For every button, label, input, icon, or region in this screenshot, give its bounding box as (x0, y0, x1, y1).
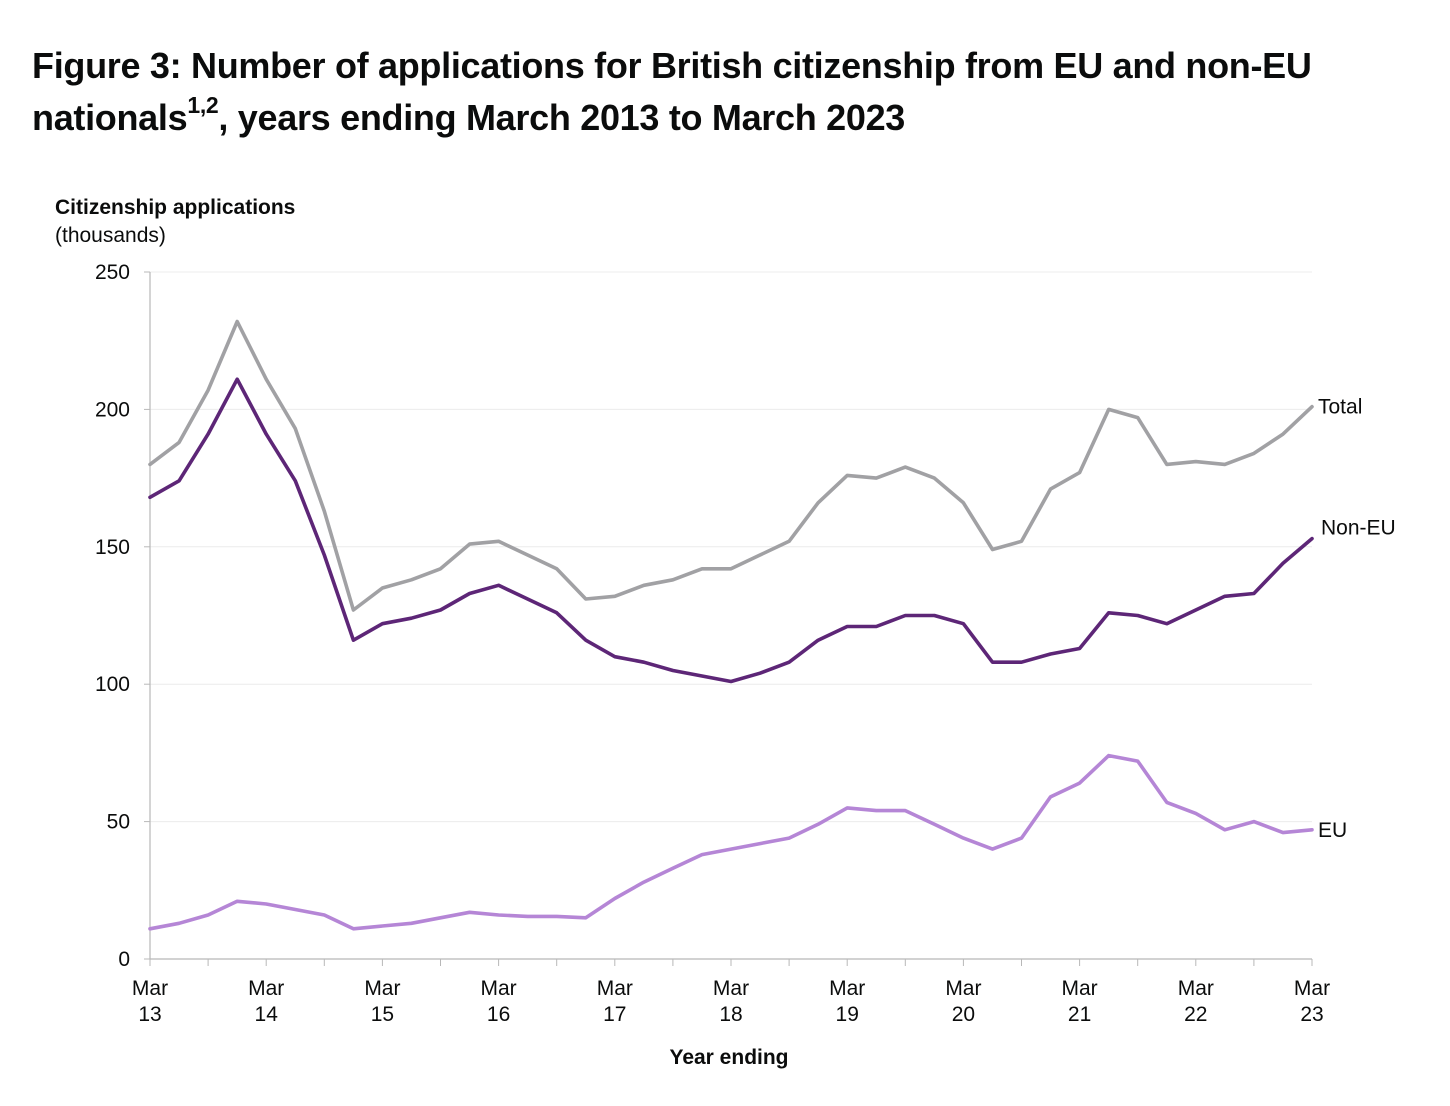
x-tick-label: Mar 20 (945, 977, 981, 1026)
y-tick-label: 150 (95, 536, 130, 559)
series-line-total (148, 319, 1314, 612)
x-tick-label-year: 16 (487, 1003, 510, 1026)
x-tick-label-year: 15 (371, 1003, 394, 1026)
x-tick-label: Mar 21 (1062, 977, 1098, 1026)
x-tick-label: Mar 15 (364, 977, 400, 1026)
x-tick-label-month: Mar (481, 977, 517, 1000)
figure-title: Figure 3: Number of applications for Bri… (32, 40, 1412, 144)
title-end: , years ending March 2013 to March 2023 (218, 97, 906, 138)
x-tick-label-year: 23 (1300, 1003, 1323, 1026)
y-axis-ticks: 0 50 100 150 200 250 (95, 261, 150, 971)
x-axis-ticks: Mar 13 Mar 14 Mar 15 Mar 16 Mar 17 Mar 18 Mar 19 Mar 20… (132, 959, 1330, 1026)
x-tick-label: Mar 14 (248, 977, 284, 1026)
x-tick-label-year: 20 (952, 1003, 975, 1026)
y-tick-label: 250 (95, 261, 130, 284)
gridlines (150, 271, 1312, 823)
title-superscript: 1,2 (187, 92, 219, 118)
x-tick-label-month: Mar (713, 977, 749, 1000)
x-tick-label-year: 17 (603, 1003, 626, 1026)
x-tick-label-month: Mar (945, 977, 981, 1000)
x-tick-label-month: Mar (132, 977, 168, 1000)
y-tick-label: 50 (107, 811, 130, 834)
x-tick-label: Mar 19 (829, 977, 865, 1026)
y-tick-label: 100 (95, 673, 130, 696)
x-tick-label-month: Mar (597, 977, 633, 1000)
y-tick-label: 0 (118, 948, 130, 971)
x-tick-label-year: 13 (138, 1003, 161, 1026)
x-tick-label: Mar 16 (481, 977, 517, 1026)
series-labels: Total Non-EU EU (1318, 396, 1396, 842)
series-line-non-eu (148, 377, 1314, 684)
series-label-total: Total (1318, 396, 1362, 419)
x-tick-label: Mar 13 (132, 977, 168, 1026)
x-tick-label-year: 19 (836, 1003, 859, 1026)
x-tick-label-month: Mar (1294, 977, 1330, 1000)
y-tick-label: 200 (95, 398, 130, 421)
x-tick-label-month: Mar (829, 977, 865, 1000)
title-main: Figure 3: Number of applications for Bri… (32, 45, 1312, 138)
x-tick-label: Mar 23 (1294, 977, 1330, 1026)
series-lines (148, 319, 1314, 931)
series-line-eu (148, 753, 1314, 931)
x-tick-label-month: Mar (248, 977, 284, 1000)
x-tick-label-year: 22 (1184, 1003, 1207, 1026)
series-label-eu: EU (1318, 819, 1347, 842)
x-tick-label-year: 21 (1068, 1003, 1091, 1026)
x-tick-label-month: Mar (1178, 977, 1214, 1000)
x-tick-label: Mar 17 (597, 977, 633, 1026)
y-axis-title: Citizenship applications (55, 196, 295, 219)
x-tick-label-year: 14 (255, 1003, 279, 1026)
x-tick-label: Mar 22 (1178, 977, 1214, 1026)
x-axis-title: Year ending (669, 1046, 788, 1069)
x-tick-label: Mar 18 (713, 977, 749, 1026)
x-tick-label-month: Mar (1062, 977, 1098, 1000)
x-tick-label-year: 18 (719, 1003, 742, 1026)
y-axis-unit: (thousands) (55, 224, 166, 247)
x-tick-label-month: Mar (364, 977, 400, 1000)
series-label-non-eu: Non-EU (1321, 517, 1396, 540)
